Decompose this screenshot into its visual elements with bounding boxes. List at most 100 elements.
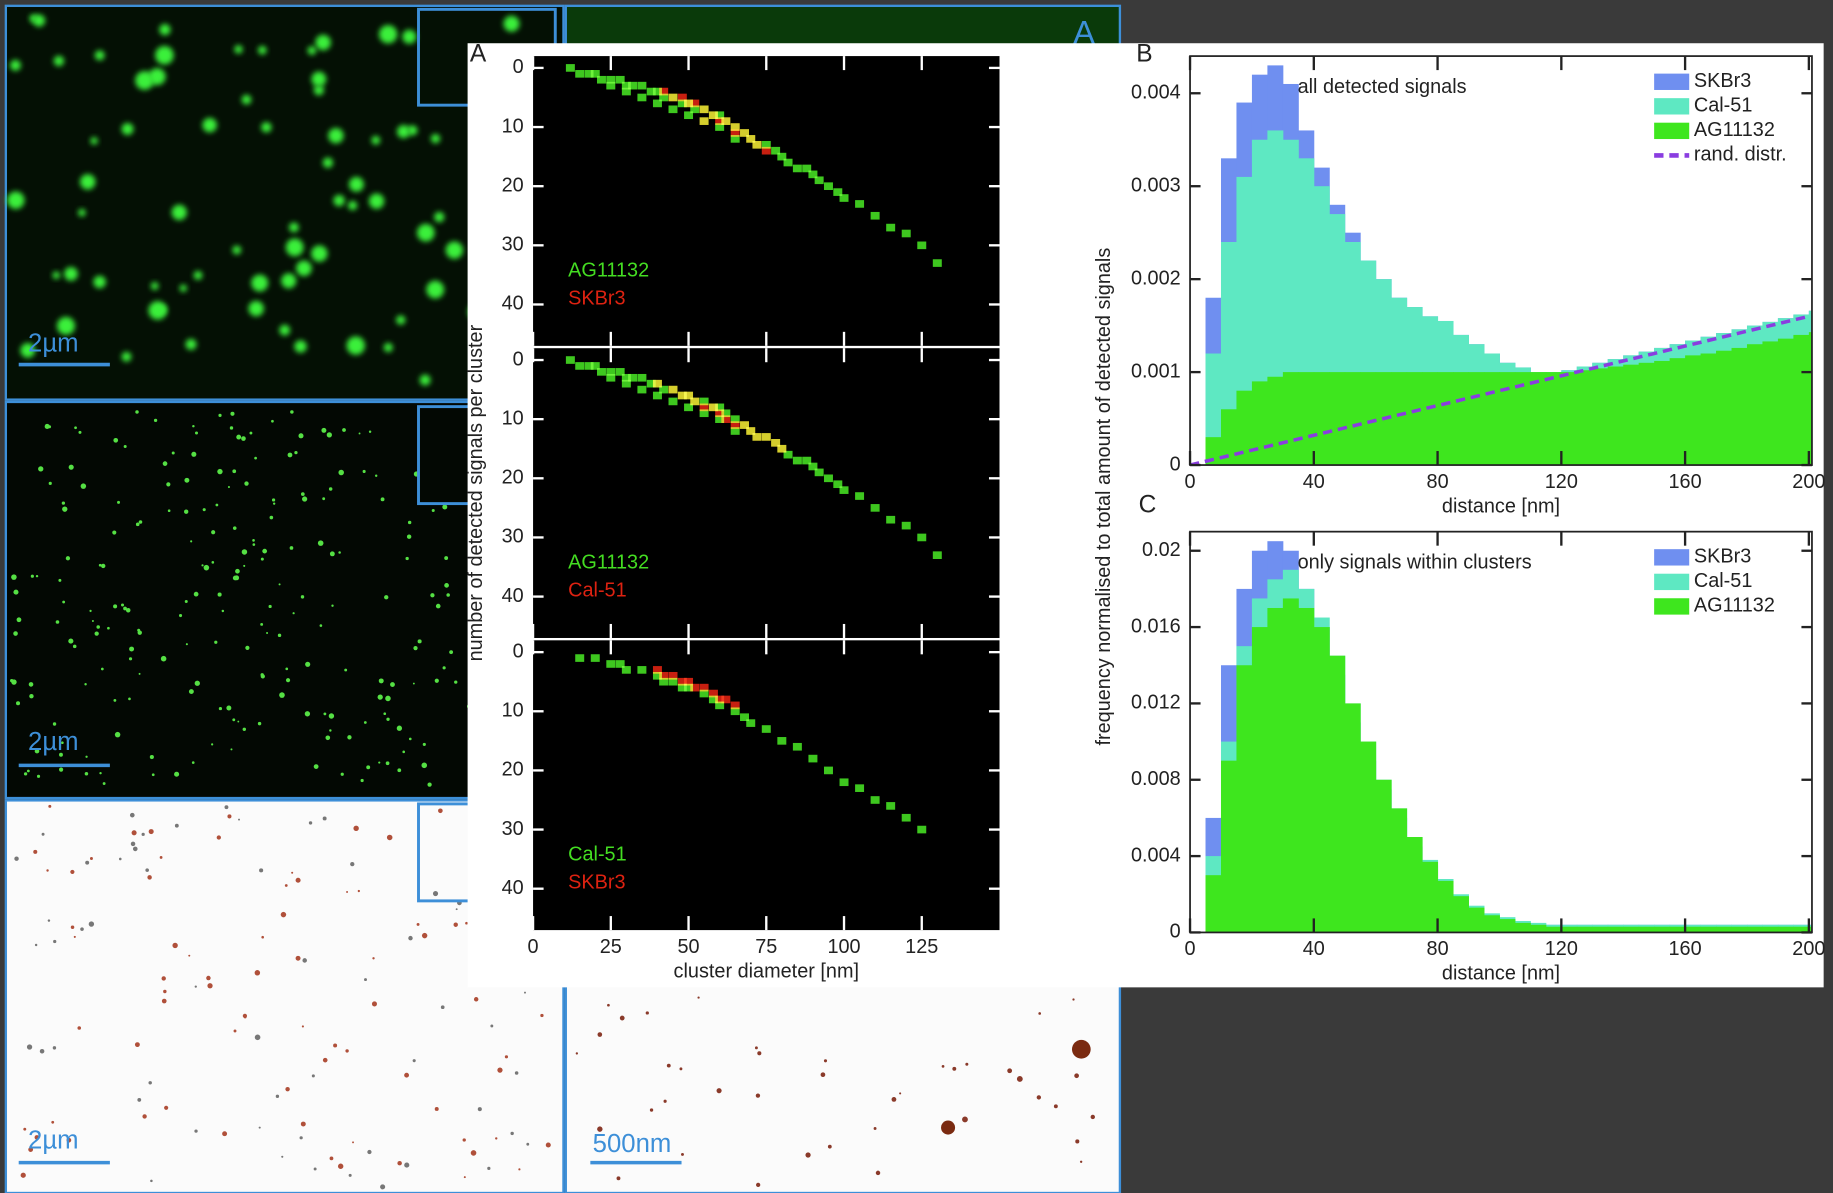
spot	[518, 1168, 521, 1171]
cell	[575, 70, 585, 78]
spot	[1071, 1039, 1091, 1059]
x-tick-label: 120	[1545, 938, 1578, 960]
spot	[55, 620, 60, 624]
spot	[416, 922, 420, 926]
spot	[487, 1166, 491, 1171]
x-axis-label: distance [nm]	[1442, 963, 1560, 985]
spot	[899, 1092, 902, 1095]
cell	[715, 695, 725, 704]
spot	[206, 975, 211, 981]
spot	[333, 194, 345, 207]
plot-area	[533, 640, 1000, 931]
spot	[338, 469, 344, 476]
bar	[1793, 334, 1810, 466]
cell	[615, 660, 625, 668]
cell	[917, 825, 927, 834]
spot	[193, 270, 203, 280]
spot	[1074, 1073, 1079, 1079]
spot	[33, 849, 38, 854]
chart: Cal-51 SKBr3 0 10 20 30 40 0 25 50 75 100 125 cluster…	[502, 640, 1000, 982]
cell	[833, 188, 843, 196]
spot	[58, 578, 62, 582]
spot	[435, 603, 441, 609]
spot	[321, 427, 327, 433]
cell	[839, 778, 849, 787]
bar	[1499, 372, 1516, 466]
spot	[26, 769, 30, 773]
spot	[254, 1034, 261, 1041]
spot	[280, 911, 287, 918]
cell	[792, 456, 802, 465]
spot	[160, 655, 167, 662]
spot	[162, 461, 168, 466]
y-tick-label: 40	[502, 293, 524, 315]
spot	[873, 1127, 877, 1130]
spot	[252, 543, 256, 546]
spot	[184, 477, 190, 483]
spot	[302, 958, 307, 963]
cell	[615, 368, 625, 376]
bar	[1623, 364, 1640, 466]
cell	[792, 742, 802, 751]
x-tick-label: 160	[1669, 938, 1702, 960]
spot	[295, 955, 301, 961]
bar	[1638, 362, 1655, 466]
spot	[207, 983, 213, 989]
cell	[684, 677, 694, 686]
cell	[677, 99, 687, 108]
spot	[385, 761, 390, 766]
bar	[1468, 372, 1485, 466]
y-tick-label: 0	[1170, 453, 1181, 475]
cell	[855, 492, 865, 500]
cell	[652, 99, 662, 108]
spot	[412, 1059, 416, 1063]
spot	[261, 122, 272, 133]
spot	[188, 954, 191, 957]
bar	[1669, 926, 1686, 933]
cell	[761, 146, 771, 155]
spot	[211, 561, 215, 564]
spot	[408, 935, 413, 941]
spot	[402, 29, 417, 44]
spot	[150, 282, 159, 290]
bar	[1437, 880, 1454, 933]
spot	[47, 919, 51, 922]
cell	[659, 93, 669, 102]
spot	[497, 1067, 503, 1073]
spot	[386, 834, 393, 841]
cell	[621, 379, 631, 388]
spot	[238, 818, 240, 821]
spot	[36, 774, 41, 778]
cell	[814, 468, 824, 477]
legend-swatch	[1654, 122, 1690, 140]
spot	[663, 1099, 667, 1103]
spot	[254, 456, 257, 460]
cell	[615, 75, 625, 84]
cell	[659, 677, 669, 686]
cell	[708, 689, 718, 698]
cell	[668, 397, 678, 406]
cell	[870, 796, 880, 804]
spot	[20, 1172, 26, 1178]
bar	[1777, 338, 1794, 466]
bar	[1298, 372, 1315, 466]
spot	[65, 556, 71, 561]
spot	[194, 680, 200, 686]
spot	[80, 483, 87, 489]
spot	[91, 619, 94, 622]
spot	[368, 193, 385, 209]
spot	[232, 245, 242, 255]
spot	[298, 433, 304, 439]
spot	[416, 223, 435, 242]
spot	[121, 603, 125, 607]
legend-swatch	[1654, 73, 1690, 90]
bar	[1607, 926, 1624, 933]
spot	[952, 1066, 957, 1071]
cell	[777, 152, 787, 161]
bar	[1654, 360, 1671, 466]
spot	[285, 238, 304, 257]
spot	[300, 492, 305, 496]
spot	[295, 877, 301, 883]
spot	[290, 410, 294, 414]
